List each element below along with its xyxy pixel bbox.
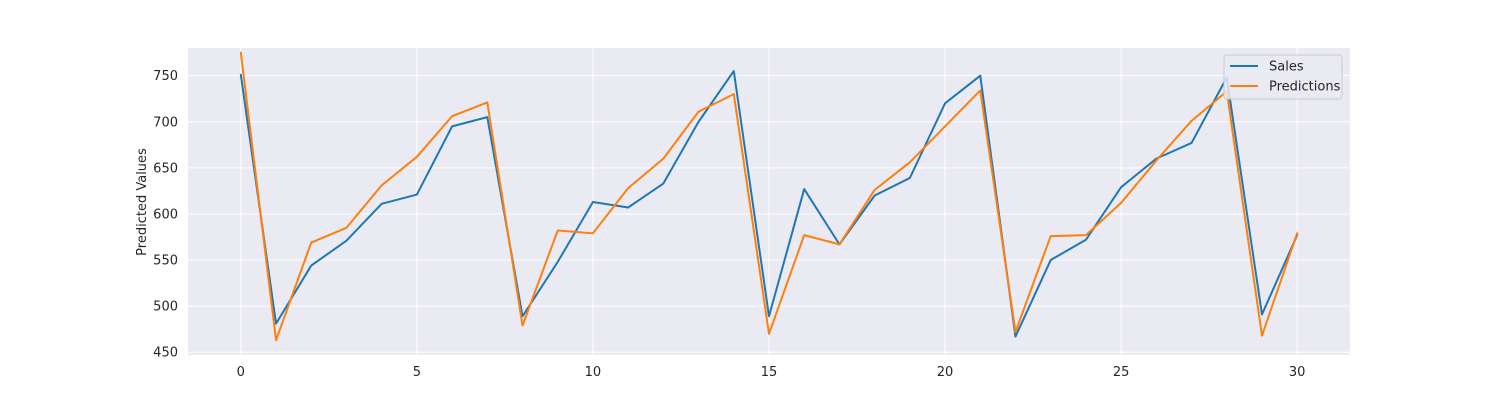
x-tick-label: 0 [237,365,245,380]
grid [188,48,1350,355]
y-axis-label: Predicted Values [135,148,150,256]
x-tick-label: 10 [585,365,602,380]
series-lines [239,51,1299,342]
y-tick-label: 600 [153,207,178,222]
y-tick-label: 450 [153,346,178,361]
y-tick-label: 650 [153,161,178,176]
legend-label: Sales [1269,60,1304,75]
tick-labels: 0 5 10 15 20 25 30 450 500 550 600 650 700 750 [153,69,1305,380]
x-tick-label: 30 [1289,365,1306,380]
series-line-sales [239,70,1299,338]
y-tick-label: 500 [153,300,178,315]
y-tick-label: 750 [153,69,178,84]
series-line-predictions [239,51,1299,342]
x-tick-label: 15 [761,365,778,380]
y-tick-label: 550 [153,254,178,269]
legend-label: Predictions [1269,80,1341,95]
legend: Sales Predictions [1223,54,1343,100]
x-tick-label: 20 [937,365,954,380]
x-tick-label: 25 [1113,365,1130,380]
x-tick-label: 5 [413,365,421,380]
y-tick-label: 700 [153,115,178,130]
